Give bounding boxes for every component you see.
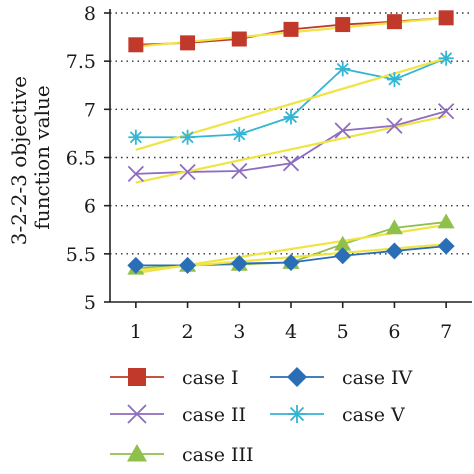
x-tick-label: 5: [337, 321, 349, 343]
legend-item-case-II: case II: [110, 404, 246, 426]
data-point-x: [334, 122, 351, 139]
data-point-diamond: [179, 256, 197, 274]
x-tick-label: 6: [388, 321, 400, 343]
legend-item-case-I: case I: [110, 367, 239, 389]
data-point-x: [231, 162, 248, 180]
data-point-diamond: [127, 256, 145, 274]
x-tick-label: 7: [440, 321, 452, 343]
data-point-triangle: [334, 235, 352, 251]
series-case-V: [128, 50, 454, 151]
axes: [104, 9, 472, 308]
data-point-asterisk: [288, 405, 306, 423]
data-point-asterisk: [386, 71, 402, 87]
data-point-asterisk: [128, 129, 144, 145]
data-point-square: [180, 35, 196, 51]
x-tick-labels: 1 2 3 4 5 6 7: [130, 321, 452, 343]
x-tick-label: 2: [182, 321, 194, 343]
y-tick-label: 6.5: [66, 148, 96, 170]
series-case-IV: [127, 237, 455, 274]
data-point-triangle: [437, 213, 455, 229]
y-axis-title-line-1: 3-2-2-3 objective: [7, 76, 31, 245]
data-point-x: [127, 165, 144, 183]
y-axis-title: 3-2-2-3 objective function value: [7, 70, 54, 246]
data-point-square: [283, 21, 299, 37]
y-tick-label: 8: [84, 3, 96, 25]
legend-label: case I: [182, 367, 239, 389]
series-case-II: [127, 103, 455, 184]
y-tick-label: 5: [84, 292, 96, 314]
legend-item-case-V: case V: [270, 404, 405, 426]
trend-line: [135, 115, 447, 184]
data-point-square: [335, 17, 351, 33]
y-tick-label: 5.5: [66, 244, 96, 266]
data-point-diamond: [334, 247, 352, 265]
data-point-square: [438, 10, 454, 26]
data-point-diamond: [282, 254, 300, 272]
legend: case I case IV case II case V case III: [110, 367, 413, 466]
x-tick-label: 3: [233, 321, 245, 343]
series-case-I: [128, 10, 454, 53]
legend-label: case III: [182, 444, 254, 466]
legend-label: case V: [342, 404, 405, 426]
grid-lines: [110, 12, 472, 255]
data-point-x: [179, 163, 196, 181]
data-point-square: [128, 37, 144, 53]
data-point-x: [386, 117, 403, 134]
legend-item-case-IV: case IV: [270, 367, 413, 389]
x-tick-label: 1: [130, 321, 142, 343]
data-point-square: [231, 31, 247, 47]
data-point-asterisk: [231, 126, 247, 142]
data-point-diamond: [230, 254, 248, 272]
legend-label: case IV: [342, 367, 413, 389]
data-point-asterisk: [180, 129, 196, 145]
data-point-triangle: [385, 219, 403, 235]
y-axis-title-line-2: function value: [30, 85, 54, 229]
y-tick-label: 7.5: [66, 51, 96, 73]
trend-line: [135, 57, 447, 151]
data-point-square: [386, 14, 402, 30]
data-point-x: [438, 103, 455, 120]
data-point-diamond: [437, 237, 455, 255]
legend-label: case II: [182, 404, 246, 426]
data-point-square: [128, 368, 146, 386]
data-point-asterisk: [438, 50, 454, 66]
legend-item-case-III: case III: [110, 444, 254, 466]
y-tick-label: 7: [84, 99, 96, 121]
data-point-asterisk: [335, 61, 351, 77]
x-tick-label: 4: [285, 321, 297, 343]
data-point-x: [127, 404, 147, 424]
y-tick-labels: 5 5.5 6 6.5 7 7.5 8: [66, 3, 96, 314]
data-point-diamond: [287, 367, 307, 387]
series-group: [127, 10, 455, 275]
data-point-diamond: [385, 242, 403, 260]
data-point-x: [282, 155, 300, 172]
data-point-asterisk: [283, 109, 299, 125]
y-tick-label: 6: [84, 196, 96, 218]
data-point-triangle: [127, 444, 147, 462]
